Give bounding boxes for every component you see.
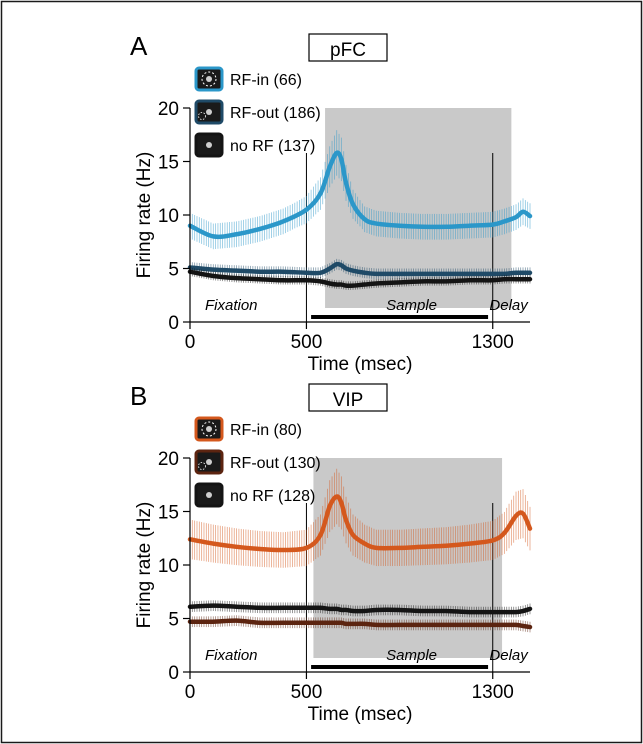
series-line-0	[187, 150, 533, 240]
series-line-1	[187, 618, 533, 630]
legend-rf-ring-icon	[198, 462, 206, 470]
panel-label: B	[130, 381, 147, 411]
y-tick-label: 20	[158, 449, 179, 470]
series-line-0	[187, 494, 533, 553]
legend-fixation-dot-icon	[206, 426, 212, 432]
y-axis-label: Firing rate (Hz)	[134, 502, 155, 629]
legend-label: RF-in (80)	[230, 422, 302, 439]
x-tick-label: 500	[291, 332, 323, 353]
x-axis-label: Time (msec)	[308, 704, 413, 725]
y-tick-label: 10	[158, 206, 179, 227]
y-tick-label: 10	[158, 556, 179, 577]
x-tick-label: 1300	[472, 682, 514, 703]
legend-entry-1: RF-out (186)	[194, 99, 321, 125]
panel-title: pFC	[330, 40, 366, 61]
x-tick-label: 0	[185, 682, 196, 703]
epoch-label-delay: Delay	[489, 647, 529, 664]
x-tick-label: 1300	[472, 332, 514, 353]
epoch-label-fixation: Fixation	[205, 297, 258, 314]
legend-entry-0: RF-in (80)	[194, 416, 302, 442]
legend-label: RF-out (186)	[230, 105, 321, 122]
x-tick-label: 500	[291, 682, 323, 703]
x-axis-label: Time (msec)	[308, 354, 413, 375]
legend-label: no RF (137)	[230, 138, 315, 155]
panel-b: B VIP 0 5 10 15 20 0 500 1300 Time (msec) Firing ra…	[130, 381, 533, 725]
panel-title-box: VIP	[308, 383, 388, 412]
legend-rf-ring-icon	[198, 112, 206, 120]
legend-fixation-dot-icon	[206, 459, 212, 465]
legend-fixation-dot-icon	[206, 492, 212, 498]
legend-fixation-dot-icon	[206, 109, 212, 115]
series-line-2	[187, 269, 533, 289]
epoch-label-sample: Sample	[386, 297, 437, 314]
legend-entry-0: RF-in (66)	[194, 66, 302, 92]
legend-rf-ring-icon	[201, 71, 217, 87]
y-axis-label: Firing rate (Hz)	[134, 152, 155, 279]
series-line-1	[187, 261, 533, 277]
panel-label: A	[130, 31, 148, 61]
legend-label: RF-out (130)	[230, 455, 321, 472]
panel-title-box: pFC	[308, 33, 388, 62]
y-tick-label: 5	[168, 610, 179, 631]
y-tick-label: 20	[158, 99, 179, 120]
legend-entry-1: RF-out (130)	[194, 449, 321, 475]
legend-rf-ring-icon	[201, 421, 217, 437]
y-tick-label: 5	[168, 260, 179, 281]
panel-title-frame	[308, 383, 388, 412]
panel-title-frame	[308, 33, 388, 62]
epoch-label-sample: Sample	[386, 647, 437, 664]
y-tick-label: 0	[168, 663, 179, 684]
legend-fixation-dot-icon	[206, 76, 212, 82]
y-tick-label: 0	[168, 313, 179, 334]
legend-label: no RF (128)	[230, 488, 315, 505]
y-tick-label: 15	[158, 153, 179, 174]
y-tick-label: 15	[158, 503, 179, 524]
epoch-label-delay: Delay	[489, 297, 529, 314]
legend-fixation-dot-icon	[206, 142, 212, 148]
legend-entry-2: no RF (137)	[194, 132, 315, 158]
legend-label: RF-in (66)	[230, 72, 302, 89]
series-line-2	[187, 603, 533, 615]
legend-entry-2: no RF (128)	[194, 482, 315, 508]
x-tick-label: 0	[185, 332, 196, 353]
panel-title: VIP	[333, 390, 364, 411]
epoch-label-fixation: Fixation	[205, 647, 258, 664]
